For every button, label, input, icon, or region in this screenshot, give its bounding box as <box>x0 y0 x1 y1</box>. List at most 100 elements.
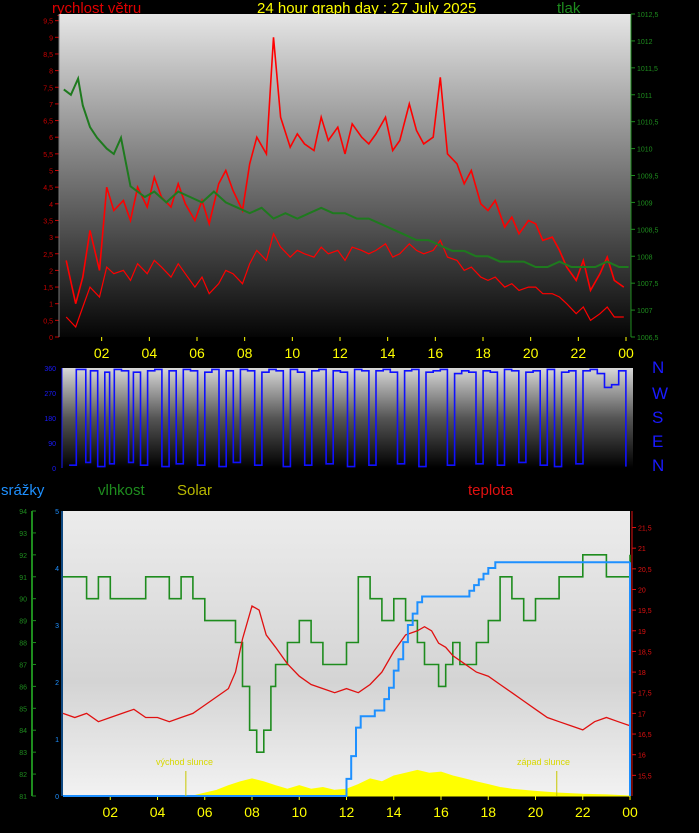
wind-axis-tick-label: 1,5 <box>43 285 53 292</box>
time-axis-tick-label: 18 <box>480 804 496 820</box>
solar-label: Solar <box>177 482 213 499</box>
temperature-axis-tick-label: 16 <box>638 753 646 760</box>
wind-pressure-chart: 0 0,5 1 1,5 2 2,5 3 3,5 4 4,5 5 5,5 6 6,5 7 7,5 8 8,5 9 9,5… <box>43 12 658 361</box>
rain-axis-tick-label: 0 <box>55 794 59 801</box>
compass-w: W <box>652 384 669 403</box>
wind-axis-tick-label: 6,5 <box>43 119 53 126</box>
sunset-annotation: západ slunce <box>517 757 571 767</box>
humidity-axis-tick-label: 90 <box>19 597 27 604</box>
direction-axis-tick-label: 0 <box>52 466 56 473</box>
humidity-axis-tick-label: 92 <box>19 553 27 560</box>
rain-axis-tick-label: 5 <box>55 509 59 516</box>
time-axis-tick-label: 08 <box>244 804 260 820</box>
wind-axis-tick-label: 3 <box>49 235 53 242</box>
time-axis-tick-label: 06 <box>189 345 205 361</box>
temperature-axis-tick-label: 18,5 <box>638 649 652 656</box>
temperature-axis-tick-label: 17,5 <box>638 691 652 698</box>
rain-axis-tick-label: 3 <box>55 623 59 630</box>
time-axis-tick-label: 00 <box>618 345 634 361</box>
wind-axis-tick-label: 8 <box>49 69 53 76</box>
wind-axis-tick-label: 5,5 <box>43 152 53 159</box>
wind-axis-tick-label: 2 <box>49 268 53 275</box>
direction-axis-tick-label: 360 <box>44 366 56 373</box>
humidity-axis-tick-label: 94 <box>19 509 27 516</box>
wind-axis-tick-label: 3,5 <box>43 218 53 225</box>
page-title: 24 hour graph day : 27 July 2025 <box>257 0 477 17</box>
compass-n-bottom: N <box>652 456 665 475</box>
pressure-axis-tick-label: 1012 <box>637 39 653 46</box>
rain-line <box>63 561 630 797</box>
wind-direction-chart: 0 90 180 270 360 <box>44 366 633 473</box>
time-axis-tick-label: 14 <box>380 345 396 361</box>
time-axis-tick-label: 02 <box>102 804 118 820</box>
humidity-axis-tick-label: 89 <box>19 619 27 626</box>
time-axis-tick-label: 10 <box>285 345 301 361</box>
pressure-axis-tick-label: 1011,5 <box>637 66 658 73</box>
wind-direction-line <box>69 368 627 468</box>
rain-axis-tick-label: 4 <box>55 566 59 573</box>
time-axis-tick-label: 20 <box>523 345 539 361</box>
temperature-axis-tick-label: 21,5 <box>638 526 652 533</box>
temperature-axis-tick-label: 20,5 <box>638 567 652 574</box>
wind-average-line <box>65 232 624 329</box>
temperature-axis-tick-label: 15,5 <box>638 773 652 780</box>
time-axis-tick-label: 00 <box>622 804 638 820</box>
time-axis-tick-label: 04 <box>150 804 166 820</box>
direction-axis-tick-label: 90 <box>48 441 56 448</box>
wind-axis-tick-label: 0 <box>49 335 53 342</box>
temperature-axis-tick-label: 19,5 <box>638 608 652 615</box>
pressure-label: tlak <box>557 0 581 17</box>
pressure-axis-tick-label: 1008,5 <box>637 227 659 234</box>
humidity-axis-tick-label: 87 <box>19 662 27 669</box>
time-axis-tick-label: 02 <box>94 345 110 361</box>
time-axis-tick-label: 12 <box>339 804 355 820</box>
time-axis-tick-label: 18 <box>475 345 491 361</box>
compass-s: S <box>652 408 664 427</box>
direction-axis-tick-label: 270 <box>44 391 56 398</box>
compass-e: E <box>652 432 664 451</box>
pressure-axis-tick-label: 1010,5 <box>637 120 659 127</box>
time-axis-tick-label: 14 <box>386 804 402 820</box>
wind-axis-tick-label: 7,5 <box>43 85 53 92</box>
humidity-label: vlhkost <box>98 482 145 499</box>
sunrise-annotation: východ slunce <box>156 757 214 767</box>
time-axis-tick-label: 16 <box>428 345 444 361</box>
time-axis-tick-label: 20 <box>528 804 544 820</box>
temperature-axis-tick-label: 19 <box>638 629 646 636</box>
wind-axis-tick-label: 2,5 <box>43 252 53 259</box>
pressure-line <box>63 75 629 268</box>
wind-axis-tick-label: 4,5 <box>43 185 53 192</box>
time-axis-tick-label: 08 <box>237 345 253 361</box>
rain-axis-tick-label: 1 <box>55 737 59 744</box>
humidity-axis-tick-label: 88 <box>19 641 27 648</box>
wind-plot-area <box>59 14 631 337</box>
pressure-axis-tick-label: 1011 <box>637 93 652 100</box>
wind-axis-tick-label: 4 <box>49 202 53 209</box>
rain-label: srážky <box>1 482 45 499</box>
time-axis-tick-label: 12 <box>332 345 348 361</box>
direction-axis-tick-label: 180 <box>44 416 56 423</box>
pressure-axis-tick-label: 1012,5 <box>637 12 659 19</box>
pressure-axis-tick-label: 1006,5 <box>637 335 659 342</box>
temperature-axis-tick-label: 20 <box>638 587 646 594</box>
pressure-axis-tick-label: 1010 <box>637 147 653 154</box>
temperature-axis-tick-label: 21 <box>638 546 646 553</box>
pressure-axis-tick-label: 1007 <box>637 308 653 315</box>
temperature-label: teplota <box>468 482 514 499</box>
wind-axis-tick-label: 5 <box>49 169 53 176</box>
humidity-axis-tick-label: 83 <box>19 750 27 757</box>
wind-axis-tick-label: 1 <box>49 302 53 309</box>
humidity-axis-tick-label: 93 <box>19 531 27 538</box>
time-axis-tick-label: 22 <box>575 804 591 820</box>
wind-axis-tick-label: 8,5 <box>43 52 53 59</box>
time-axis-tick-label: 06 <box>197 804 213 820</box>
humidity-axis-tick-label: 85 <box>19 706 27 713</box>
rain-axis-tick-label: 2 <box>55 680 59 687</box>
wind-axis-tick-label: 7 <box>49 102 53 109</box>
wind-axis-tick-label: 6 <box>49 135 53 142</box>
temperature-axis-tick-label: 17 <box>638 711 646 718</box>
temperature-axis-tick-label: 18 <box>638 670 646 677</box>
compass-n-top: N <box>652 358 665 377</box>
wind-axis-tick-label: 9 <box>49 35 53 42</box>
